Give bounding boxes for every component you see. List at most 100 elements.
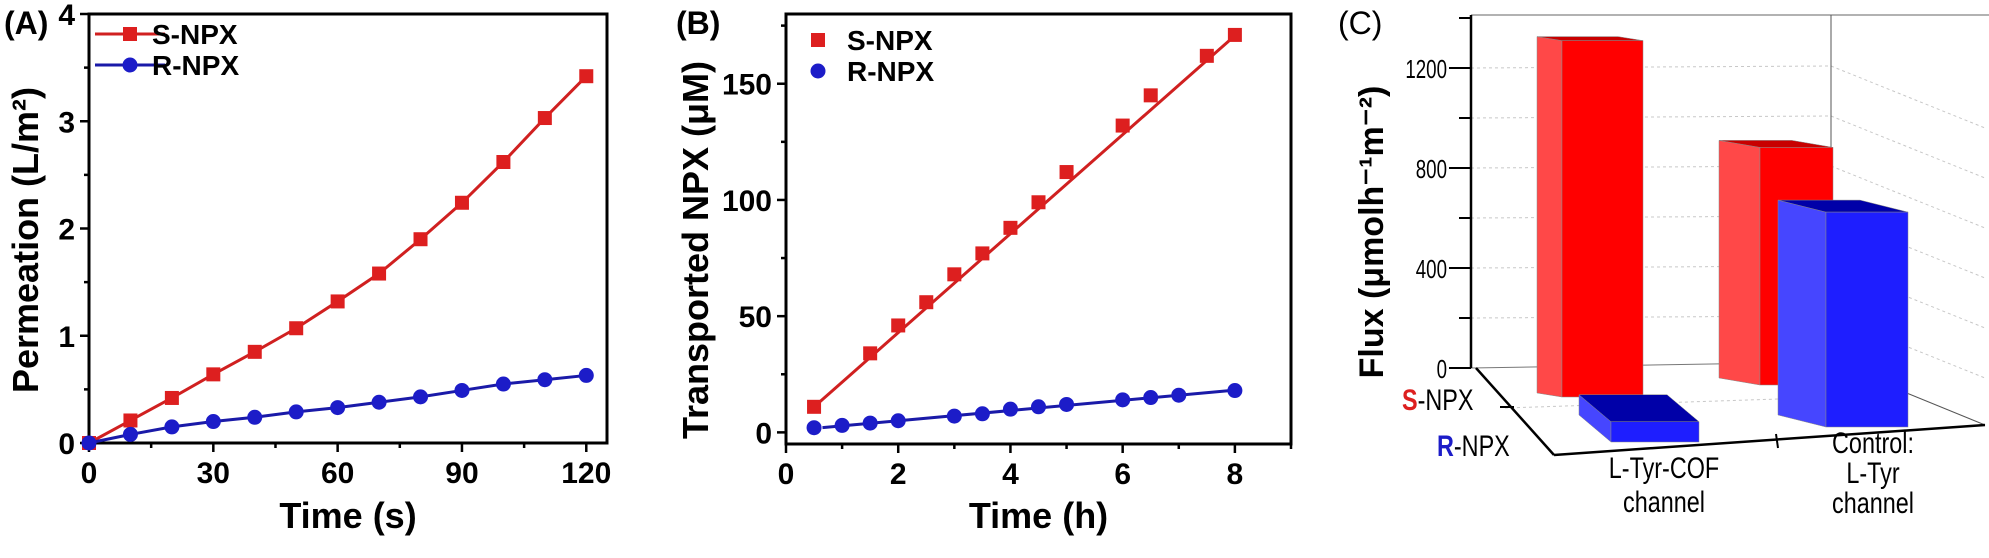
bar-front <box>1610 421 1700 443</box>
category-label: L-Tyr-COF <box>1609 451 1719 484</box>
data-point <box>975 246 990 261</box>
data-point <box>919 295 934 310</box>
data-point <box>1143 88 1158 103</box>
data-point <box>862 415 878 431</box>
gridline <box>1470 115 1832 119</box>
data-point <box>1002 401 1018 417</box>
gridline <box>1830 215 1986 279</box>
gridline <box>1830 315 1986 379</box>
data-point <box>81 435 97 451</box>
gridline <box>1830 115 1986 179</box>
y-tick-label: 4 <box>58 0 75 32</box>
data-point <box>834 417 850 433</box>
category-label: channel <box>1623 485 1705 518</box>
panel-label: (B) <box>676 5 720 41</box>
data-point <box>1115 118 1130 133</box>
data-point <box>247 344 262 359</box>
row-label-letter: R <box>1437 429 1454 462</box>
x-axis-title: Time (s) <box>279 495 416 536</box>
data-point <box>122 426 138 442</box>
data-point <box>537 372 553 388</box>
data-point <box>946 408 962 424</box>
data-point <box>371 394 387 410</box>
y-tick-label: 100 <box>722 185 772 218</box>
legend-marker <box>810 63 826 79</box>
data-point <box>891 318 906 333</box>
data-point <box>1031 195 1046 210</box>
data-point <box>1227 27 1242 42</box>
series-line <box>88 75 588 445</box>
data-point <box>863 346 878 361</box>
x-tick-label: 60 <box>321 457 354 490</box>
data-point <box>288 404 304 420</box>
bar-side <box>1777 199 1827 428</box>
data-point <box>123 413 138 428</box>
y-tick-label: 1200 <box>1405 54 1447 84</box>
panel-1: 0 2 4 6 8 0 50 100 150 Time (h) Transported NPX (μ… <box>675 5 1293 536</box>
series-R-NPX <box>806 383 1243 436</box>
x-tick-label: 4 <box>1002 458 1019 491</box>
category-tick <box>1775 433 1779 449</box>
series-S-NPX <box>82 69 594 450</box>
data-point <box>496 155 511 170</box>
row-label-letter: S <box>1402 383 1418 416</box>
data-point <box>1115 392 1131 408</box>
category-label: L-Tyr <box>1846 456 1899 489</box>
x-tick-label: 90 <box>445 457 478 490</box>
legend-label: S-NPX <box>152 19 238 50</box>
data-point <box>413 232 428 247</box>
data-point <box>1059 396 1075 412</box>
data-point <box>413 389 429 405</box>
data-point <box>947 267 962 282</box>
x-tick-label: 0 <box>778 458 795 491</box>
bar-R-NPX-0 <box>1578 394 1700 443</box>
y-tick-label: 50 <box>739 301 772 334</box>
plot-frame <box>784 12 1293 446</box>
gridline <box>1470 65 1832 69</box>
y-tick-label: 400 <box>1416 254 1447 284</box>
row-label-rest: -NPX <box>1454 429 1510 462</box>
gridline <box>1830 265 1986 329</box>
fit-line <box>813 34 1236 409</box>
data-point <box>1031 399 1046 415</box>
data-point <box>330 400 346 416</box>
data-point <box>454 195 469 210</box>
data-point <box>372 266 387 281</box>
bar-front <box>1561 40 1644 398</box>
panel-2: 04008001200S-NPXR-NPXL-Tyr-COFchannelCon… <box>1338 5 1989 520</box>
data-point <box>537 111 552 126</box>
panel-label: (A) <box>4 5 48 41</box>
y-tick-label: 0 <box>1437 354 1447 384</box>
legend-label: R-NPX <box>847 56 934 87</box>
data-point <box>454 382 470 398</box>
series-S-NPX <box>807 27 1242 414</box>
row-label: S-NPX <box>1402 383 1474 416</box>
y-tick-label: 150 <box>722 69 772 102</box>
data-point <box>1171 387 1187 403</box>
data-point <box>164 390 179 405</box>
x-axis-title: Time (h) <box>969 495 1108 536</box>
row-label-rest: -NPX <box>1418 383 1474 416</box>
y-axis-title: Transported NPX (μM) <box>675 61 716 439</box>
y-axis-title: Flux (μmolh⁻¹m⁻²) <box>1353 86 1391 379</box>
data-point <box>206 367 221 382</box>
row-axis <box>1475 367 1555 456</box>
legend-marker <box>123 27 137 41</box>
panel-0: 0 30 60 90 120 0 1 2 3 4 Time (s) Permeation (L/m²)… <box>4 0 611 536</box>
data-point <box>247 409 263 425</box>
y-tick-label: 3 <box>58 106 75 139</box>
category-label: Control: <box>1832 426 1914 459</box>
data-point <box>1143 390 1159 406</box>
data-point <box>578 367 594 383</box>
y-tick-label: 0 <box>755 417 772 450</box>
row-label: R-NPX <box>1437 429 1510 462</box>
data-point <box>806 420 822 436</box>
data-point <box>495 376 511 392</box>
bar-side <box>1536 36 1563 398</box>
y-tick-label: 0 <box>58 428 75 461</box>
x-tick-label: 2 <box>890 458 907 491</box>
data-point <box>807 399 822 414</box>
data-point <box>890 413 906 429</box>
y-tick-label: 2 <box>58 214 75 247</box>
